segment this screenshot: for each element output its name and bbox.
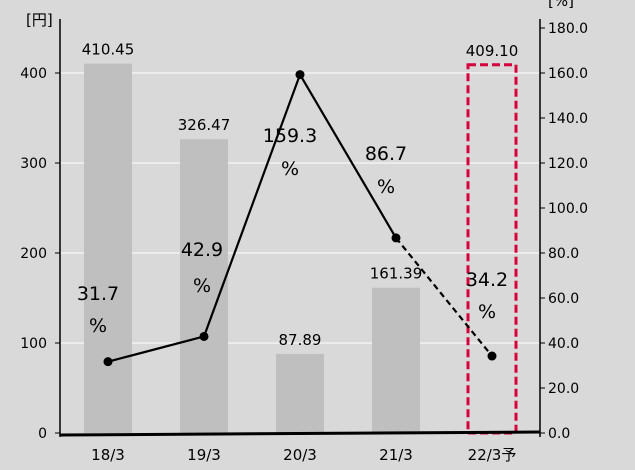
axes: [円] [%] (26, 0, 574, 437)
line-segment-dashed (395, 237, 493, 357)
x-tick-label: 21/3 (379, 446, 413, 464)
left-tick-label: 200 (20, 246, 47, 262)
line-percent-label: % (193, 275, 211, 297)
line-segment (299, 74, 397, 239)
line-percent-label: % (281, 158, 299, 180)
bar-value-label: 87.89 (279, 331, 322, 349)
right-tick-label: 80.0 (548, 246, 579, 262)
bar-value-label: 326.47 (178, 116, 231, 134)
left-tick-label: 400 (20, 66, 47, 82)
bar (180, 139, 228, 433)
line-point (199, 331, 209, 341)
left-tick-label: 0 (38, 426, 47, 442)
line-value-label: 34.2 (466, 269, 508, 291)
left-tick-label: 300 (20, 156, 47, 172)
right-tick-label: 140.0 (548, 111, 588, 127)
x-tick-label: 22/3予 (468, 446, 517, 464)
x-axis-line (59, 430, 541, 437)
right-tick-label: 180.0 (548, 21, 588, 37)
ratio-line (103, 70, 497, 367)
right-axis-unit: [%] (548, 0, 574, 10)
right-tick-label: 160.0 (548, 66, 588, 82)
line-point (295, 70, 305, 80)
bar (372, 287, 420, 433)
x-tick-label: 19/3 (187, 446, 221, 464)
right-tick-label: 40.0 (548, 336, 579, 352)
line-point (487, 351, 497, 361)
line-segment (107, 335, 205, 363)
right-tick-label: 100.0 (548, 201, 588, 217)
line-percent-label: % (478, 301, 496, 323)
line-segment (202, 74, 302, 337)
line-point (391, 233, 401, 243)
right-tick-label: 120.0 (548, 156, 588, 172)
bar-value-label: 409.10 (466, 42, 519, 60)
right-tick-label: 0.0 (548, 426, 570, 442)
x-tick-label: 20/3 (283, 446, 317, 464)
bar-value-label: 410.45 (82, 41, 135, 59)
line-value-label: 31.7 (77, 283, 119, 305)
bar-value-label: 161.39 (370, 265, 423, 283)
tick-labels: 0 100 200 300 400 0.0 20.0 40.0 60.0 80.0 100.0 120… (20, 21, 588, 464)
bars (84, 63, 518, 435)
bar (84, 63, 132, 433)
left-tick-label: 100 (20, 336, 47, 352)
data-labels: 410.45 326.47 87.89 161.39 409.10 31.7% 42.9% 1… (77, 41, 518, 349)
left-axis-unit: [円] (26, 11, 53, 29)
bar (276, 353, 324, 433)
line-percent-label: % (377, 176, 395, 198)
line-value-label: 159.3 (263, 125, 317, 147)
line-percent-label: % (89, 315, 107, 337)
line-value-label: 42.9 (181, 239, 223, 261)
forecast-bar (466, 63, 518, 435)
right-tick-label: 20.0 (548, 381, 579, 397)
line-point (103, 357, 113, 367)
right-tick-label: 60.0 (548, 291, 579, 307)
line-value-label: 86.7 (365, 143, 407, 165)
x-tick-label: 18/3 (91, 446, 125, 464)
